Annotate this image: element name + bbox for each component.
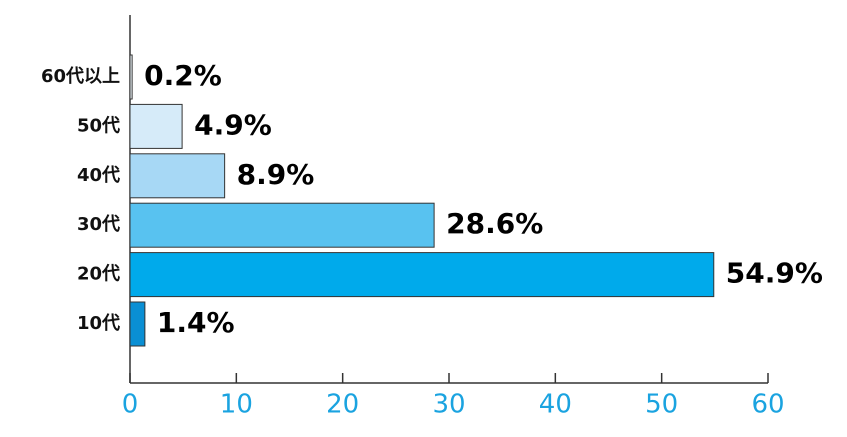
bar <box>129 252 715 298</box>
y-tick-label: 40代 <box>77 165 120 186</box>
y-tick-label: 10代 <box>77 313 120 334</box>
x-tick-label: 50 <box>645 390 678 420</box>
x-tick-label: 10 <box>220 390 253 420</box>
bar <box>129 54 133 100</box>
value-label: 28.6% <box>446 207 543 240</box>
value-label: 0.2% <box>144 59 222 92</box>
x-tick-label: 60 <box>751 390 784 420</box>
y-tick-label: 50代 <box>77 115 120 136</box>
x-tick-label: 20 <box>326 390 359 420</box>
x-tick-label: 30 <box>432 390 465 420</box>
x-tick-label: 40 <box>539 390 572 420</box>
y-tick-label: 60代以上 <box>41 66 120 87</box>
bar <box>129 202 435 248</box>
bar <box>129 301 146 347</box>
value-label: 4.9% <box>194 108 272 141</box>
value-label: 54.9% <box>726 257 823 290</box>
x-tick-label: 0 <box>122 390 139 420</box>
bar <box>129 103 183 149</box>
value-label: 1.4% <box>157 306 235 339</box>
y-tick-label: 20代 <box>77 264 120 285</box>
value-label: 8.9% <box>237 158 315 191</box>
bar <box>129 153 226 199</box>
y-tick-label: 30代 <box>77 214 120 235</box>
